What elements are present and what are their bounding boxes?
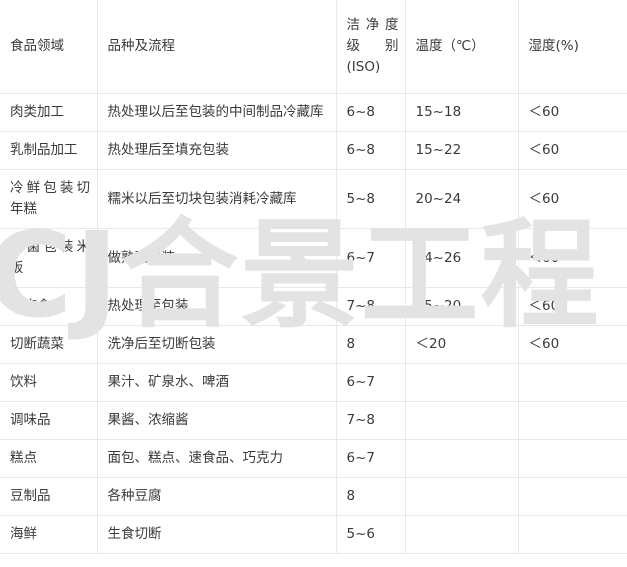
cell-iso-class: 6~7: [336, 439, 406, 478]
cell-food-field: 调味品: [0, 401, 98, 440]
cell-temperature: 15~18: [405, 93, 519, 132]
cell-humidity: [518, 401, 627, 440]
cell-food-field: 糕点: [0, 439, 98, 478]
cell-variety-process: 热处理以后至包装的中间制品冷藏库: [97, 93, 337, 132]
table-body: 肉类加工 热处理以后至包装的中间制品冷藏库 6~8 15~18 ＜60 乳制品加工 热处理后…: [0, 93, 627, 554]
table-row: 无菌包装米饭做熟至包装 6~7 24~26 ＜60: [0, 228, 627, 288]
cell-temperature: 24~26: [405, 228, 519, 288]
table-row: 糕点 面包、糕点、速食品、巧克力 6~7: [0, 439, 627, 478]
cell-variety-process: 洗净后至切断包装: [97, 325, 337, 364]
cell-temperature: 15~20: [405, 287, 519, 326]
cell-food-field: 海鲜: [0, 515, 98, 554]
cell-variety-process: 热处理至包装: [97, 287, 337, 326]
cell-humidity: ＜60: [518, 325, 627, 364]
cell-temperature: [405, 401, 519, 440]
iso-header-line-2: 级别: [346, 38, 399, 54]
table-row: 调味品 果酱、浓缩酱 7~8: [0, 401, 627, 440]
cell-food-field: 冷冻食品: [0, 287, 98, 326]
cell-iso-class: 6~8: [336, 93, 406, 132]
column-header-temperature: 温度（℃）: [405, 0, 519, 94]
cell-food-field-line: 豆制品: [10, 488, 51, 504]
cell-humidity: [518, 477, 627, 516]
cell-food-field-line: 年糕: [10, 201, 37, 217]
table-row: 豆制品 各种豆腐 8: [0, 477, 627, 516]
cell-humidity: ＜60: [518, 228, 627, 288]
cell-food-field-line: 海鲜: [10, 526, 37, 542]
cell-iso-class: 6~7: [336, 228, 406, 288]
cell-temperature: [405, 439, 519, 478]
cell-food-field: 无菌包装米饭: [0, 228, 98, 288]
table-row: 切断蔬菜 洗净后至切断包装 8 ＜20 ＜60: [0, 325, 627, 364]
cell-variety-process: 果汁、矿泉水、啤酒: [97, 363, 337, 402]
cell-food-field-line: 肉类加工: [10, 104, 64, 120]
cell-iso-class: 8: [336, 477, 406, 516]
cell-food-field: 切断蔬菜: [0, 325, 98, 364]
cell-food-field-line: 冷鲜包装切: [10, 180, 90, 196]
cell-humidity: ＜60: [518, 93, 627, 132]
table-row: 乳制品加工 热处理后至填充包装 6~8 15~22 ＜60: [0, 131, 627, 170]
cell-iso-class: 5~6: [336, 515, 406, 554]
cell-food-field: 乳制品加工: [0, 131, 98, 170]
iso-header-line-3: (ISO): [346, 59, 381, 75]
cell-food-field: 豆制品: [0, 477, 98, 516]
column-header-humidity: 湿度(%): [518, 0, 627, 94]
iso-header-line-1: 洁净度: [346, 17, 399, 33]
cell-iso-class: 5~8: [336, 169, 406, 229]
cell-humidity: ＜60: [518, 287, 627, 326]
cell-food-field: 饮料: [0, 363, 98, 402]
table-header: 食品领域 品种及流程 洁净度 级别 (ISO) 温度（℃） 湿度(%): [0, 0, 627, 94]
cell-variety-process: 各种豆腐: [97, 477, 337, 516]
cell-variety-process: 生食切断: [97, 515, 337, 554]
cell-iso-class: 7~8: [336, 401, 406, 440]
cell-iso-class: 8: [336, 325, 406, 364]
cell-iso-class: 6~8: [336, 131, 406, 170]
cell-temperature: [405, 477, 519, 516]
table-row: 海鲜 生食切断 5~6: [0, 515, 627, 554]
table-row: 冷鲜包装切 年糕 糯米以后至切块包装消耗冷藏库 5~8 20~24 ＜60: [0, 169, 627, 229]
table-header-row: 食品领域 品种及流程 洁净度 级别 (ISO) 温度（℃） 湿度(%): [0, 0, 627, 94]
cell-humidity: ＜60: [518, 131, 627, 170]
cell-food-field-line: 饭: [10, 260, 24, 276]
cell-temperature: 15~22: [405, 131, 519, 170]
cleanroom-spec-table: 食品领域 品种及流程 洁净度 级别 (ISO) 温度（℃） 湿度(%) 肉类加工…: [0, 0, 627, 554]
cell-food-field-line: 糕点: [10, 450, 37, 466]
cell-food-field-line: 调味品: [10, 412, 51, 428]
cell-variety-process: 热处理后至填充包装: [97, 131, 337, 170]
cell-temperature: 20~24: [405, 169, 519, 229]
cell-iso-class: 7~8: [336, 287, 406, 326]
cell-food-field: 肉类加工: [0, 93, 98, 132]
table-row: 冷冻食品 热处理至包装 7~8 15~20 ＜60: [0, 287, 627, 326]
cell-temperature: [405, 515, 519, 554]
cell-iso-class: 6~7: [336, 363, 406, 402]
cell-temperature: [405, 363, 519, 402]
cell-food-field-line: 冷冻食品: [10, 298, 64, 314]
cell-food-field-line: 无菌包装米: [10, 239, 90, 255]
cell-humidity: [518, 439, 627, 478]
cell-food-field-line: 乳制品加工: [10, 142, 78, 158]
table-row: 饮料 果汁、矿泉水、啤酒 6~7: [0, 363, 627, 402]
column-header-food-field: 食品领域: [0, 0, 98, 94]
spec-table-container: 食品领域 品种及流程 洁净度 级别 (ISO) 温度（℃） 湿度(%) 肉类加工…: [0, 0, 627, 554]
cell-variety-process: 做熟至包装: [97, 228, 337, 288]
column-header-iso-class: 洁净度 级别 (ISO): [336, 0, 406, 94]
cell-temperature: ＜20: [405, 325, 519, 364]
cell-variety-process: 果酱、浓缩酱: [97, 401, 337, 440]
cell-humidity: [518, 515, 627, 554]
table-row: 肉类加工 热处理以后至包装的中间制品冷藏库 6~8 15~18 ＜60: [0, 93, 627, 132]
cell-food-field-line: 饮料: [10, 374, 37, 390]
cell-humidity: ＜60: [518, 169, 627, 229]
column-header-variety-process: 品种及流程: [97, 0, 337, 94]
cell-variety-process: 面包、糕点、速食品、巧克力: [97, 439, 337, 478]
cell-food-field-line: 切断蔬菜: [10, 336, 64, 352]
cell-food-field: 冷鲜包装切 年糕: [0, 169, 98, 229]
cell-variety-process: 糯米以后至切块包装消耗冷藏库: [97, 169, 337, 229]
cell-humidity: [518, 363, 627, 402]
